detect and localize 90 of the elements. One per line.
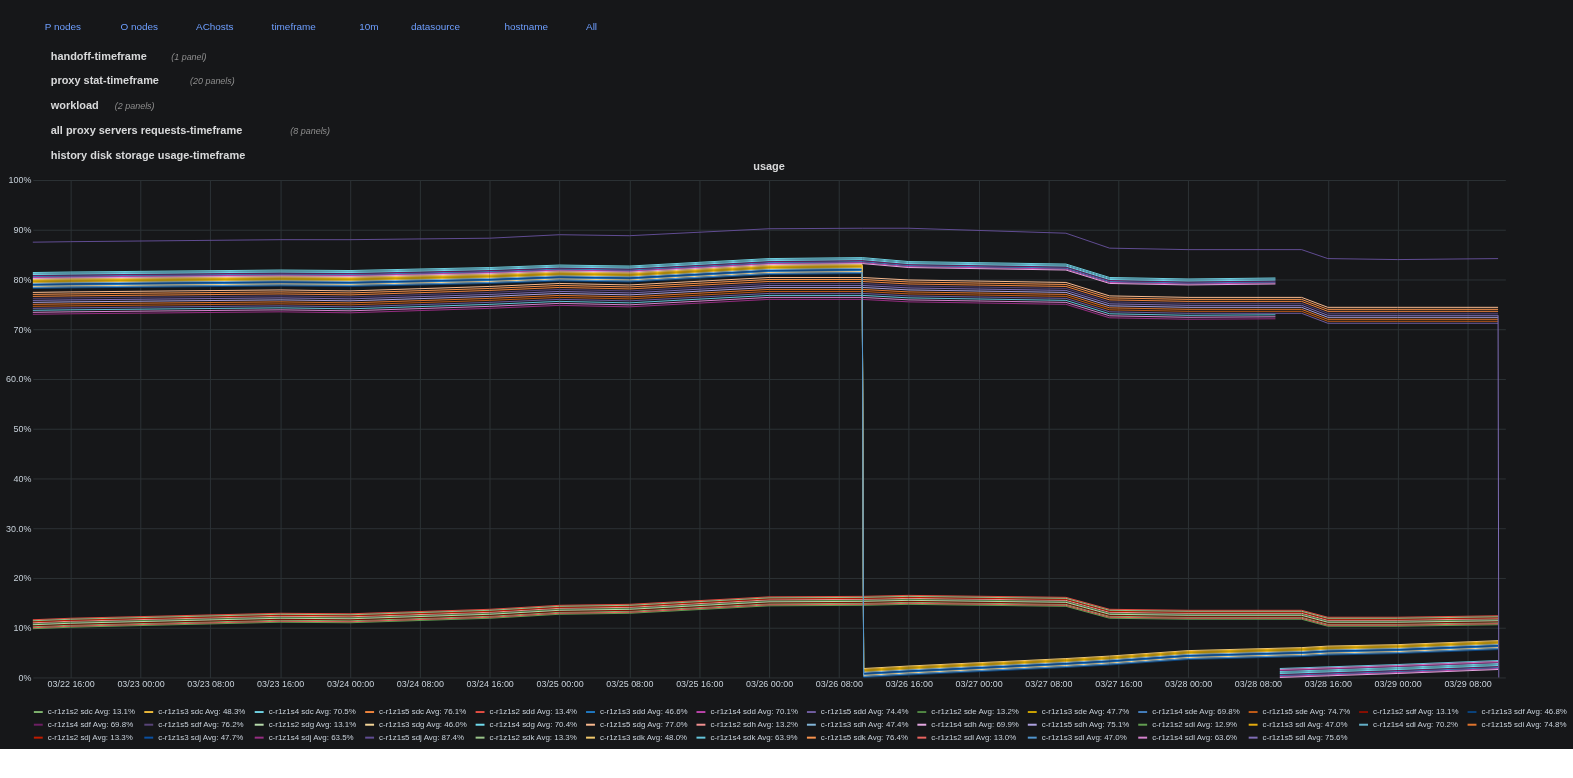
x-tick-label: 03/26 08:00 — [815, 678, 864, 689]
text: 10m — [359, 20, 379, 32]
legend-label: c-r1z1s3 sdi Avg: 47.0% — [1262, 719, 1348, 729]
x-tick-label: 03/29 08:00 — [1444, 678, 1492, 689]
legend-label: c-r1z1s4 sdk Avg: 63.9% — [710, 732, 798, 742]
text: (1 panel) — [171, 51, 207, 62]
x-tick-label: 03/26 00:00 — [745, 678, 794, 689]
x-tick-label: 03/25 08:00 — [606, 678, 654, 689]
legend-label: c-r1z1s2 sdd Avg: 13.4% — [489, 707, 578, 717]
legend-label: c-r1z1s5 sdd Avg: 74.4% — [820, 707, 909, 717]
legend-label: c-r1z1s4 sde Avg: 69.8% — [1152, 707, 1240, 717]
x-tick-label: 03/28 16:00 — [1304, 678, 1352, 689]
text: (8 panels) — [290, 126, 331, 137]
legend-label: c-r1z1s2 sdl Avg: 13.0% — [931, 732, 1017, 742]
y-tick-label: 80% — [13, 274, 32, 285]
legend-label: c-r1z1s5 sdk Avg: 76.4% — [820, 732, 909, 742]
legend-label: c-r1z1s5 sdl Avg: 75.6% — [1262, 732, 1348, 742]
y-tick-label: 70% — [13, 324, 32, 335]
legend-label: c-r1z1s4 sdf Avg: 69.8% — [47, 719, 134, 729]
text: all proxy servers requests-timeframe — [50, 124, 243, 137]
x-tick-label: 03/23 08:00 — [187, 678, 235, 689]
legend-label: c-r1z1s4 sdi Avg: 70.2% — [1373, 719, 1459, 729]
legend-label: c-r1z1s2 sdg Avg: 13.1% — [268, 719, 357, 729]
x-tick-label: 03/23 00:00 — [117, 678, 165, 689]
text: proxy stat-timeframe — [50, 74, 159, 87]
legend-label: c-r1z1s3 sde Avg: 47.7% — [1041, 707, 1130, 717]
legend-label: c-r1z1s5 sdh Avg: 75.1% — [1041, 719, 1130, 729]
legend-label: c-r1z1s4 sdl Avg: 63.6% — [1152, 732, 1238, 742]
legend-label: c-r1z1s2 sdh Avg: 13.2% — [710, 719, 799, 729]
y-tick-label: 10% — [13, 623, 32, 634]
legend-label: c-r1z1s5 sdc Avg: 76.1% — [379, 707, 467, 717]
text: AChosts — [196, 20, 234, 32]
text: O nodes — [120, 20, 158, 32]
y-tick-label: 60.0% — [6, 374, 32, 385]
text: handoff-timeframe — [50, 49, 147, 62]
y-tick-label: 90% — [13, 225, 32, 236]
x-tick-label: 03/27 00:00 — [955, 678, 1003, 689]
text: history disk storage usage-timeframe — [50, 149, 246, 162]
x-tick-label: 03/29 00:00 — [1374, 678, 1422, 689]
legend-label: c-r1z1s2 sdk Avg: 13.3% — [489, 732, 577, 742]
legend-label: c-r1z1s3 sdc Avg: 48.3% — [158, 707, 246, 717]
x-tick-label: 03/25 16:00 — [676, 678, 724, 689]
legend-label: c-r1z1s5 sdf Avg: 76.2% — [158, 719, 244, 729]
legend-label: c-r1z1s4 sdj Avg: 63.5% — [268, 732, 354, 742]
y-tick-label: 40% — [13, 473, 32, 484]
legend-label: c-r1z1s2 sdc Avg: 13.1% — [47, 707, 135, 717]
legend-label: c-r1z1s2 sdf Avg: 13.1% — [1373, 707, 1459, 717]
legend-label: c-r1z1s4 sdc Avg: 70.5% — [268, 707, 356, 717]
text: P nodes — [44, 20, 82, 32]
x-tick-label: 03/24 08:00 — [396, 678, 445, 689]
y-tick-label: 50% — [13, 424, 32, 435]
text: (2 panels) — [114, 101, 155, 112]
x-tick-label: 03/25 00:00 — [536, 678, 584, 689]
legend-label: c-r1z1s3 sdh Avg: 47.4% — [820, 719, 909, 729]
x-tick-label: 03/24 16:00 — [466, 678, 514, 689]
text: hostname — [504, 20, 549, 32]
x-tick-label: 03/28 00:00 — [1165, 678, 1213, 689]
legend-label: c-r1z1s4 sdh Avg: 69.9% — [931, 719, 1019, 729]
legend-label: c-r1z1s3 sdd Avg: 46.6% — [599, 707, 688, 717]
legend-label: c-r1z1s2 sde Avg: 13.2% — [931, 707, 1019, 717]
legend-label: c-r1z1s2 sdj Avg: 13.3% — [47, 732, 133, 742]
legend-label: c-r1z1s4 sdd Avg: 70.1% — [710, 707, 799, 717]
x-tick-label: 03/26 16:00 — [885, 678, 933, 689]
x-tick-label: 03/28 08:00 — [1234, 678, 1283, 689]
x-tick-label: 03/24 00:00 — [326, 678, 375, 689]
text: (20 panels) — [190, 76, 235, 87]
legend-label: c-r1z1s3 sdk Avg: 48.0% — [599, 732, 688, 742]
legend-label: c-r1z1s3 sdl Avg: 47.0% — [1041, 732, 1127, 742]
x-tick-label: 03/27 16:00 — [1095, 678, 1143, 689]
legend-label: c-r1z1s5 sde Avg: 74.7% — [1262, 707, 1351, 717]
legend-label: c-r1z1s5 sdg Avg: 77.0% — [599, 719, 688, 729]
x-tick-label: 03/22 16:00 — [47, 678, 95, 689]
legend-label: c-r1z1s3 sdg Avg: 46.0% — [379, 719, 467, 729]
text: All — [586, 20, 598, 32]
y-tick-label: 30.0% — [6, 523, 32, 534]
legend-label: c-r1z1s4 sdg Avg: 70.4% — [489, 719, 578, 729]
chart-title: usage — [753, 160, 785, 173]
y-tick-label: 20% — [13, 573, 32, 584]
legend-label: c-r1z1s3 sdf Avg: 46.8% — [1481, 707, 1567, 717]
legend-label: c-r1z1s5 sdi Avg: 74.8% — [1481, 719, 1567, 729]
x-tick-label: 03/27 08:00 — [1025, 678, 1073, 689]
legend-label: c-r1z1s3 sdj Avg: 47.7% — [158, 732, 244, 742]
y-tick-label: 100% — [8, 175, 32, 186]
text: timeframe — [271, 20, 317, 32]
text: workload — [49, 99, 99, 112]
legend-label: c-r1z1s2 sdi Avg: 12.9% — [1152, 719, 1238, 729]
text: datasource — [410, 20, 461, 32]
legend-label: c-r1z1s5 sdj Avg: 87.4% — [379, 732, 465, 742]
x-tick-label: 03/23 16:00 — [257, 678, 305, 689]
y-tick-label: 0% — [18, 672, 32, 683]
